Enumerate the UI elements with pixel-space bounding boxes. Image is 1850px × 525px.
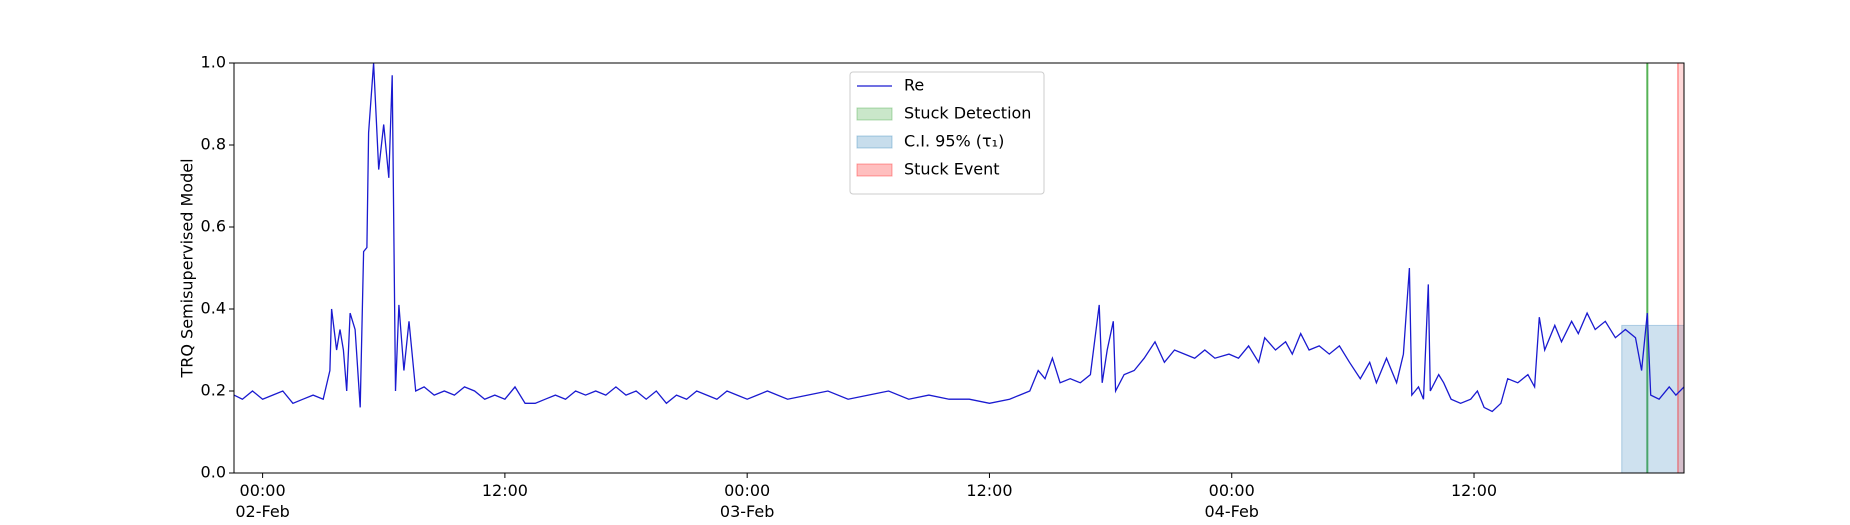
y-tick-label: 0.0 xyxy=(201,463,226,482)
legend-label: Re xyxy=(904,76,924,95)
x-tick-label: 12:00 xyxy=(966,481,1012,500)
legend-label: C.I. 95% (τ₁) xyxy=(904,132,1004,151)
legend-swatch xyxy=(856,163,893,177)
legend-label: Stuck Event xyxy=(904,160,1000,179)
x-tick-label: 00:00 04-Feb xyxy=(1205,481,1259,521)
x-tick-label: 12:00 xyxy=(482,481,528,500)
x-tick-label: 12:00 xyxy=(1451,481,1497,500)
legend-label: Stuck Detection xyxy=(904,104,1031,123)
y-tick-label: 0.4 xyxy=(201,299,226,318)
y-tick-label: 0.8 xyxy=(201,135,226,154)
event-span xyxy=(1677,62,1685,474)
y-axis-label: TRQ Semisupervised Model xyxy=(178,158,197,378)
confidence-interval xyxy=(1621,324,1685,474)
y-tick-label: 0.6 xyxy=(201,217,226,236)
plot-frame xyxy=(233,62,1685,474)
legend-swatch xyxy=(856,135,893,149)
y-tick-label: 0.2 xyxy=(201,381,226,400)
y-tick-label: 1.0 xyxy=(201,53,226,72)
legend-box xyxy=(849,71,1045,195)
data-line xyxy=(233,62,1685,413)
legend-swatch xyxy=(856,107,893,121)
x-tick-label: 00:00 03-Feb xyxy=(720,481,774,521)
